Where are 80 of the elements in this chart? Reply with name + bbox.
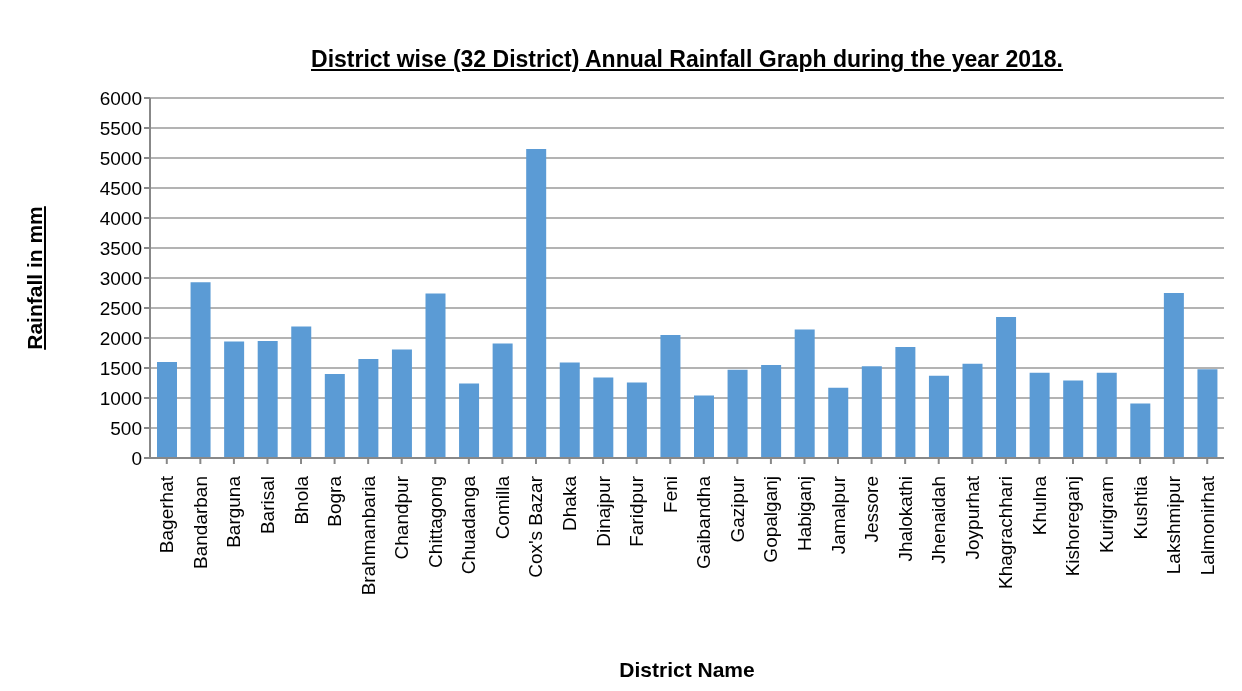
- bar: [324, 374, 345, 458]
- x-tick-label: Kushtia: [1129, 475, 1151, 540]
- x-tick-label: Kurigram: [1096, 476, 1118, 554]
- y-tick-label: 6000: [99, 87, 142, 109]
- bar: [761, 365, 782, 458]
- bar: [794, 329, 815, 458]
- x-tick-label: Gazipur: [726, 475, 748, 543]
- x-tick-label: Gopalganj: [760, 476, 782, 563]
- bar: [928, 375, 949, 458]
- bar: [1063, 380, 1084, 458]
- bar: [996, 317, 1017, 458]
- bar: [895, 347, 916, 458]
- bar: [425, 293, 446, 458]
- bar: [559, 362, 580, 458]
- bar: [660, 335, 681, 458]
- bar: [526, 149, 547, 458]
- y-tick-label: 5500: [99, 117, 142, 139]
- x-axis-title: District Name: [618, 658, 756, 682]
- bar: [1096, 372, 1117, 458]
- bar: [694, 395, 714, 458]
- chart-title: District wise (32 District) Annual Rainfall Graph during the year 2018.: [310, 46, 1064, 73]
- bar: [257, 341, 278, 458]
- y-tick-label: 4000: [99, 207, 142, 229]
- y-tick-label: 2500: [99, 297, 142, 319]
- x-tick-label: Bhola: [290, 475, 312, 525]
- x-tick-label: Jhalokathi: [894, 476, 916, 562]
- x-tick-label: Cox's Bazar: [525, 475, 547, 578]
- bar: [828, 387, 849, 458]
- bar: [391, 349, 412, 458]
- bar: [727, 369, 748, 458]
- bar: [291, 326, 312, 458]
- x-tick-label: Lalmonirhat: [1196, 475, 1218, 576]
- bar: [492, 343, 513, 458]
- x-tick-label: Feni: [659, 476, 681, 513]
- x-tick-label: Bagerhat: [156, 475, 178, 554]
- x-tick-label: Barisal: [256, 476, 278, 535]
- bar: [459, 383, 480, 458]
- bar: [1029, 372, 1050, 458]
- bar: [1197, 369, 1218, 458]
- y-tick-label: 4500: [99, 177, 142, 199]
- bar: [358, 359, 379, 458]
- x-tick-label: Jessore: [861, 476, 883, 543]
- x-tick-label: Khulna: [1028, 475, 1050, 536]
- bar: [190, 282, 211, 458]
- y-tick-label: 0: [131, 447, 142, 469]
- x-tick-label: Jhenaidah: [928, 476, 950, 564]
- x-tick-label: Dinajpur: [592, 475, 614, 547]
- x-tick-label: Gaibandha: [693, 475, 715, 569]
- x-tick-label: Bandarban: [189, 476, 211, 569]
- x-tick-label: Chandpur: [391, 475, 413, 560]
- bar: [1163, 293, 1184, 458]
- bar: [224, 341, 245, 458]
- bar: [861, 366, 882, 458]
- x-tick-label: Chuadanga: [458, 475, 480, 575]
- y-tick-label: 5000: [99, 147, 142, 169]
- bar: [962, 363, 983, 458]
- x-tick-label: Khagrachhari: [995, 476, 1017, 590]
- bar: [157, 362, 177, 458]
- x-tick-label: Habiganj: [793, 476, 815, 551]
- bar: [593, 377, 614, 458]
- y-tick-label: 3000: [99, 267, 142, 289]
- x-tick-label: Jamalpur: [827, 475, 849, 555]
- x-tick-label: Faridpur: [626, 475, 648, 547]
- x-tick-label: Comilla: [491, 475, 513, 540]
- x-tick-label: Lakshmipur: [1163, 475, 1185, 575]
- x-tick-label: Dhaka: [559, 475, 581, 531]
- x-tick-label: Bogra: [324, 475, 346, 527]
- bar: [1130, 403, 1151, 458]
- x-tick-label: Brahmanbaria: [357, 475, 379, 596]
- y-tick-label: 2000: [99, 327, 142, 349]
- x-tick-label: Barguna: [223, 475, 245, 548]
- y-tick-label: 1500: [99, 357, 142, 379]
- y-tick-label: 3500: [99, 237, 142, 259]
- y-tick-label: 1000: [99, 387, 142, 409]
- y-axis-title: Rainfall in mm: [23, 206, 47, 350]
- x-tick-label: Chittagong: [424, 476, 446, 568]
- x-tick-label: Kishoreganj: [1062, 476, 1084, 577]
- bar: [626, 382, 647, 458]
- x-tick-label: Joypurhat: [961, 475, 983, 560]
- y-tick-label: 500: [110, 417, 142, 439]
